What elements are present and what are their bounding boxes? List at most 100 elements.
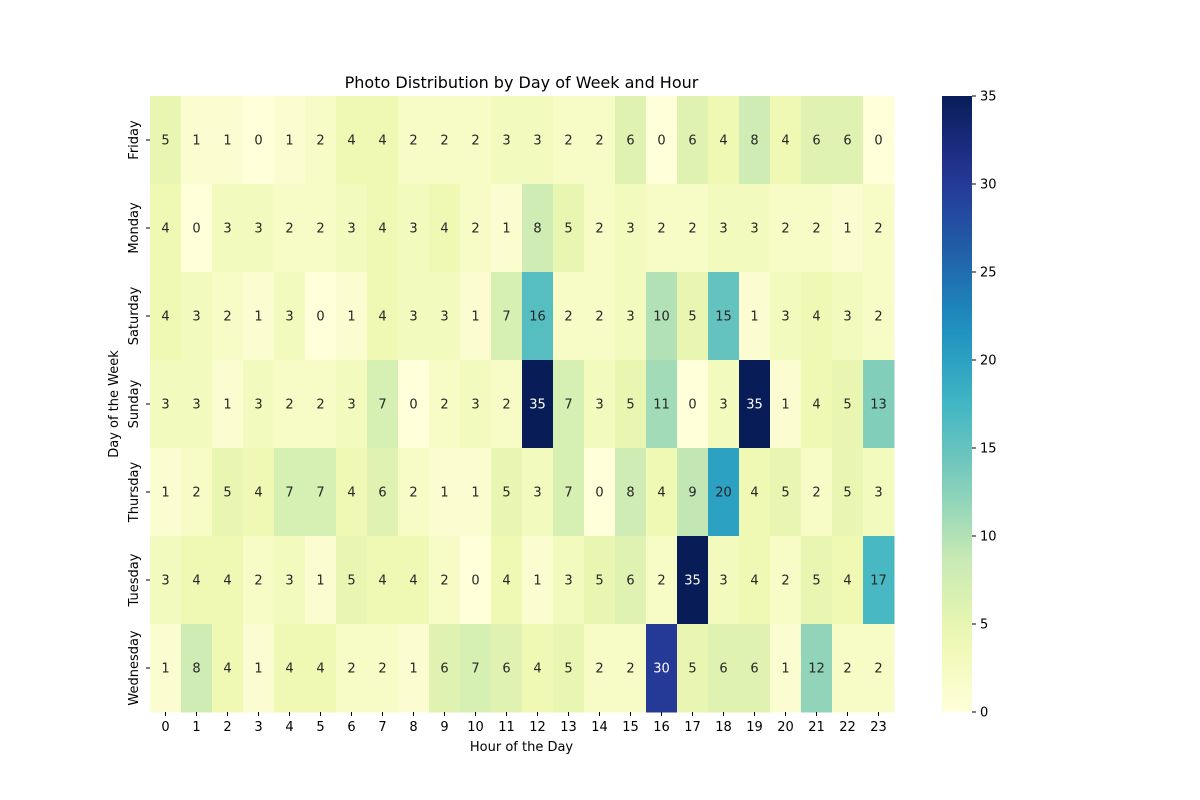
cell-value-label: 2 — [502, 398, 510, 413]
heatmap-cell — [739, 448, 771, 537]
heatmap-cell — [739, 184, 771, 273]
cell-value-label: 3 — [440, 310, 448, 325]
cell-value-label: 6 — [440, 662, 448, 677]
cell-value-label: 3 — [719, 574, 727, 589]
heatmap-cell — [305, 448, 337, 537]
cell-value-label: 4 — [750, 486, 758, 501]
heatmap-cell — [243, 360, 275, 449]
cell-value-label: 10 — [653, 310, 670, 325]
heatmap-cell — [336, 448, 368, 537]
heatmap-cell — [398, 360, 430, 449]
cell-value-label: 2 — [688, 222, 696, 237]
heatmap-cell — [832, 448, 864, 537]
heatmap-cell — [553, 448, 585, 537]
cell-value-label: 2 — [564, 134, 572, 149]
cell-value-label: 3 — [750, 222, 758, 237]
heatmap-cell — [243, 624, 275, 713]
cell-value-label: 4 — [223, 662, 231, 677]
cell-value-label: 1 — [409, 662, 417, 677]
cell-value-label: 1 — [161, 662, 169, 677]
heatmap-cell — [274, 624, 306, 713]
cell-value-label: 3 — [626, 310, 634, 325]
cell-value-label: 2 — [223, 310, 231, 325]
heatmap-cell — [150, 272, 182, 361]
heatmap-cell — [863, 624, 895, 713]
cell-value-label: 5 — [564, 662, 572, 677]
cell-value-label: 2 — [254, 574, 262, 589]
cell-value-label: 35 — [529, 398, 546, 413]
cell-value-label: 3 — [254, 398, 262, 413]
cell-value-label: 1 — [192, 134, 200, 149]
heatmap-cell — [863, 448, 895, 537]
cell-value-label: 3 — [192, 398, 200, 413]
cell-value-label: 1 — [316, 574, 324, 589]
heatmap-cell — [646, 536, 678, 625]
cell-value-label: 3 — [192, 310, 200, 325]
heatmap-cell — [181, 360, 213, 449]
heatmap-cell — [367, 448, 399, 537]
cell-value-label: 2 — [440, 574, 448, 589]
cell-value-label: 4 — [533, 662, 541, 677]
cell-value-label: 0 — [316, 310, 324, 325]
cell-value-label: 7 — [502, 310, 510, 325]
heatmap-cell — [367, 272, 399, 361]
heatmap-cell — [739, 536, 771, 625]
cell-value-label: 35 — [684, 574, 701, 589]
heatmap-cell — [491, 272, 523, 361]
cell-value-label: 4 — [316, 662, 324, 677]
heatmap-cell — [708, 624, 740, 713]
cell-value-label: 2 — [471, 134, 479, 149]
heatmap-cell — [863, 272, 895, 361]
heatmap-cell — [615, 184, 647, 273]
cell-value-label: 2 — [347, 662, 355, 677]
cell-value-label: 2 — [564, 310, 572, 325]
cell-value-label: 3 — [626, 222, 634, 237]
cell-value-label: 8 — [533, 222, 541, 237]
cell-value-label: 7 — [378, 398, 386, 413]
cell-value-label: 3 — [254, 222, 262, 237]
cell-value-label: 3 — [781, 310, 789, 325]
cell-value-label: 1 — [750, 310, 758, 325]
cell-value-label: 2 — [812, 486, 820, 501]
heatmap-cell — [181, 96, 213, 185]
heatmap-cell — [584, 624, 616, 713]
heatmap-cell — [336, 536, 368, 625]
cell-value-label: 2 — [440, 398, 448, 413]
cell-value-label: 0 — [595, 486, 603, 501]
x-tick-label: 7 — [378, 720, 386, 735]
heatmap-cell — [739, 624, 771, 713]
cell-value-label: 3 — [595, 398, 603, 413]
heatmap-cell — [801, 536, 833, 625]
heatmap-cell — [460, 96, 492, 185]
cell-value-label: 3 — [347, 222, 355, 237]
colorbar-tick-label: 35 — [980, 90, 997, 105]
heatmap-cell — [491, 184, 523, 273]
x-tick-label: 9 — [440, 720, 448, 735]
heatmap-cell — [646, 624, 678, 713]
cell-value-label: 4 — [812, 310, 820, 325]
heatmap-cell — [708, 360, 740, 449]
cell-value-label: 2 — [595, 222, 603, 237]
heatmap-cell — [770, 96, 802, 185]
heatmap-cell — [584, 272, 616, 361]
heatmap-cell — [181, 448, 213, 537]
cell-value-label: 1 — [843, 222, 851, 237]
x-tick-label: 21 — [808, 720, 825, 735]
y-tick-label: Friday — [127, 120, 142, 160]
cell-value-label: 1 — [471, 310, 479, 325]
heatmap-cell — [305, 96, 337, 185]
x-tick-label: 4 — [285, 720, 293, 735]
heatmap-cell — [615, 272, 647, 361]
heatmap-cell — [832, 536, 864, 625]
cell-value-label: 5 — [688, 310, 696, 325]
x-tick-label: 22 — [839, 720, 856, 735]
cell-value-label: 5 — [161, 134, 169, 149]
cell-value-label: 2 — [781, 574, 789, 589]
colorbar-tick-label: 10 — [980, 530, 997, 545]
heatmap-cell — [305, 184, 337, 273]
cell-value-label: 1 — [533, 574, 541, 589]
x-tick-label: 5 — [316, 720, 324, 735]
heatmap-cell — [460, 448, 492, 537]
heatmap-cell — [181, 184, 213, 273]
cell-value-label: 17 — [870, 574, 887, 589]
